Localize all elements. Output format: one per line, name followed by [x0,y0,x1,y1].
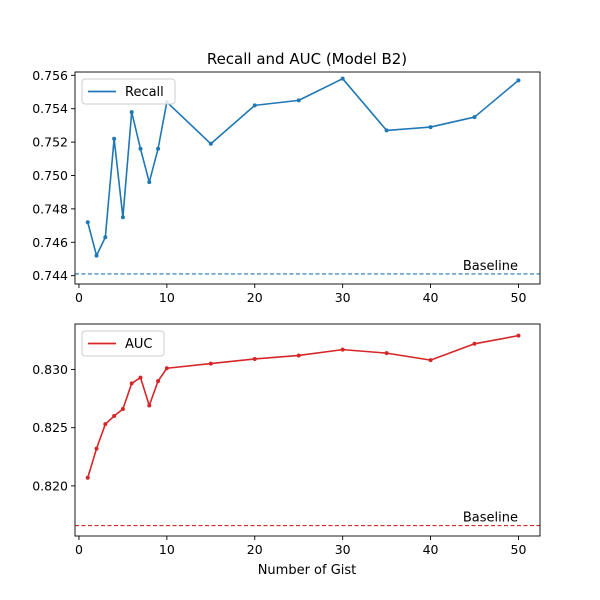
y-tick-label: 0.752 [32,135,68,150]
data-point [252,356,257,361]
data-point [85,475,90,480]
axes-frame [74,71,541,285]
data-point [340,347,345,352]
x-tick-label: 30 [335,290,351,305]
data-point [340,76,345,81]
data-point [428,358,433,363]
legend-box [81,78,176,105]
legend-box [81,330,165,357]
y-tick-label: 0.754 [32,101,68,116]
y-tick-label: 0.825 [32,420,68,435]
x-tick-label: 0 [75,290,83,305]
y-tick-label: 0.756 [32,68,68,83]
x-tick-label: 40 [423,542,439,557]
data-point [516,78,521,83]
x-tick-label: 0 [75,542,83,557]
x-axis-label: Number of Gist [258,563,357,578]
axes-frame [74,323,541,537]
data-point [428,125,433,130]
data-point [252,103,257,108]
data-point [472,341,477,346]
y-tick-label: 0.746 [32,235,68,250]
legend-entry: AUC [125,337,153,352]
x-tick-label: 20 [247,290,263,305]
legend: AUC [81,330,165,357]
y-tick-label: 0.748 [32,201,68,216]
series-line [86,334,519,478]
data-point [120,407,125,412]
data-point [208,141,213,146]
data-point [147,403,152,408]
data-point [112,414,117,419]
data-point [138,146,143,151]
data-point [120,215,125,220]
data-point [103,235,108,240]
data-point [156,379,161,384]
data-point [472,115,477,120]
x-tick-label: 30 [335,542,351,557]
data-point [147,180,152,185]
data-point [112,136,117,141]
y-tick-label: 0.820 [32,478,68,493]
x-tick-label: 10 [159,290,175,305]
data-point [138,375,143,380]
data-point [164,366,169,371]
x-tick-label: 40 [423,290,439,305]
x-tick-label: 10 [159,542,175,557]
auc-panel: Baseline 0 10 20 30 40 50 0.820 0.825 0.830 AUC [32,323,541,557]
baseline-label: Baseline [463,259,518,274]
data-point [208,361,213,366]
data-point [384,128,389,133]
legend-entry: Recall [125,85,164,100]
data-point [94,446,99,451]
baseline-label: Baseline [463,511,518,526]
data-point [94,253,99,258]
y-tick-label: 0.744 [32,268,68,283]
x-tick-label: 50 [511,542,527,557]
x-tick-label: 20 [247,542,263,557]
data-point [384,351,389,356]
y-tick-label: 0.750 [32,168,68,183]
data-point [129,110,134,115]
data-point [103,422,108,427]
recall-panel: Baseline 0 10 20 30 40 50 0.744 0.746 0.748 0.750 0… [32,68,541,305]
series-line [86,77,519,257]
data-point [296,353,301,358]
chart-title: Recall and AUC (Model B2) [207,50,407,68]
x-tick-label: 50 [511,290,527,305]
data-point [296,98,301,103]
y-tick-label: 0.830 [32,362,68,377]
data-point [85,220,90,225]
data-point [516,333,521,338]
legend: Recall [81,78,176,105]
data-point [156,146,161,151]
data-point [129,381,134,386]
